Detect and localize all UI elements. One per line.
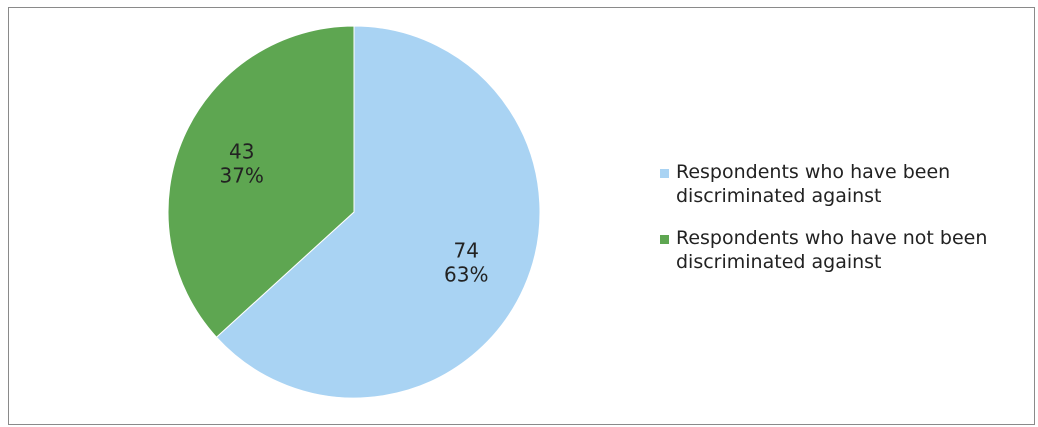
slice-percent-label-discriminated: 63%	[444, 263, 488, 287]
slice-value-label-discriminated: 74	[454, 239, 479, 263]
legend-item-not-discriminated: Respondents who have not been discrimina…	[660, 226, 1020, 274]
legend-label-discriminated: Respondents who have been discriminated …	[676, 161, 951, 207]
legend: Respondents who have been discriminated …	[660, 160, 1020, 292]
legend-label-not-discriminated: Respondents who have not been discrimina…	[676, 227, 988, 273]
legend-item-discriminated: Respondents who have been discriminated …	[660, 160, 1020, 208]
legend-swatch-discriminated	[660, 169, 669, 178]
slice-percent-label-not-discriminated: 37%	[219, 163, 263, 187]
pie-slice-not-discriminated	[167, 25, 355, 338]
pie-slices	[167, 25, 541, 399]
slice-value-label-not-discriminated: 43	[229, 139, 254, 163]
pie-slice-discriminated	[215, 25, 541, 399]
legend-swatch-not-discriminated	[660, 235, 669, 244]
